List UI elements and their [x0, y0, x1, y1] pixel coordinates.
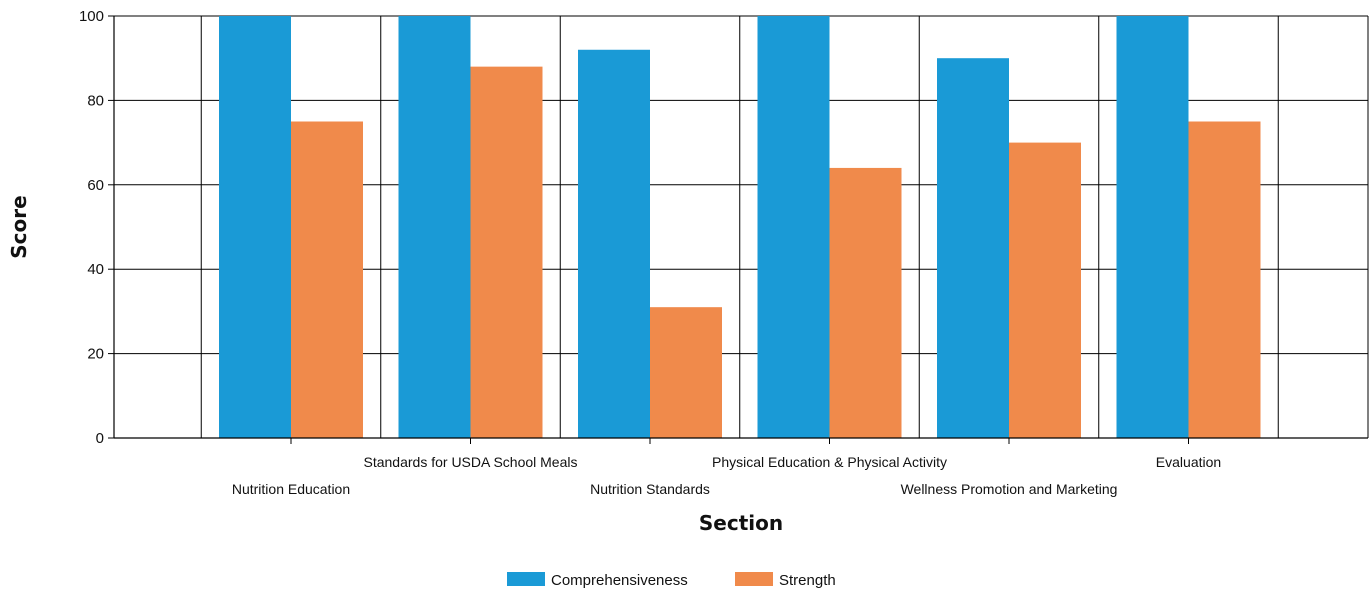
y-axis-title: Score — [7, 195, 31, 258]
bar-strength-standards-for-usda-school-meals — [470, 66, 543, 438]
x-tick-label-nutrition-standards: Nutrition Standards — [590, 481, 710, 497]
x-tick-label-wellness-promotion-and-marketing: Wellness Promotion and Marketing — [901, 481, 1118, 497]
bar-comprehensiveness-nutrition-education — [219, 16, 291, 438]
bar-comprehensiveness-physical-education-and-physical-activity — [757, 16, 830, 438]
bar-comprehensiveness-nutrition-standards — [578, 49, 650, 438]
legend-swatch-strength — [735, 572, 773, 586]
x-tick-label-evaluation: Evaluation — [1156, 454, 1221, 470]
legend: Comprehensiveness Strength — [507, 572, 836, 589]
bar-strength-physical-education-and-physical-activity — [829, 167, 902, 439]
bars — [219, 16, 1261, 439]
y-tick-label: 0 — [96, 430, 104, 447]
x-axis-title: Section — [699, 511, 783, 535]
bar-comprehensiveness-evaluation — [1116, 16, 1189, 438]
bar-comprehensiveness-standards-for-usda-school-meals — [398, 16, 471, 438]
y-tick-label: 60 — [87, 177, 104, 194]
y-ticks: 0 20 40 60 80 100 — [79, 8, 114, 447]
legend-swatch-comprehensiveness — [507, 572, 545, 586]
legend-label-comprehensiveness: Comprehensiveness — [551, 572, 688, 589]
y-tick-label: 100 — [79, 8, 104, 25]
y-tick-label: 40 — [87, 261, 104, 278]
x-tick-label-nutrition-education: Nutrition Education — [232, 481, 350, 497]
x-tick-label-standards-for-usda-school-meals: Standards for USDA School Meals — [364, 454, 578, 470]
legend-label-strength: Strength — [779, 572, 836, 589]
bar-comprehensiveness-wellness-promotion-and-marketing — [937, 58, 1009, 438]
bar-strength-evaluation — [1188, 121, 1261, 438]
bar-strength-nutrition-education — [291, 121, 363, 438]
y-tick-label: 80 — [87, 92, 104, 109]
y-tick-label: 20 — [87, 346, 104, 363]
bar-strength-wellness-promotion-and-marketing — [1009, 142, 1081, 438]
x-tick-label-physical-education-and-physical-activity: Physical Education & Physical Activity — [712, 454, 947, 470]
axes — [113, 16, 1369, 439]
bar-strength-nutrition-standards — [650, 307, 722, 438]
x-ticks: Nutrition Education Standards for USDA Sc… — [232, 438, 1221, 497]
